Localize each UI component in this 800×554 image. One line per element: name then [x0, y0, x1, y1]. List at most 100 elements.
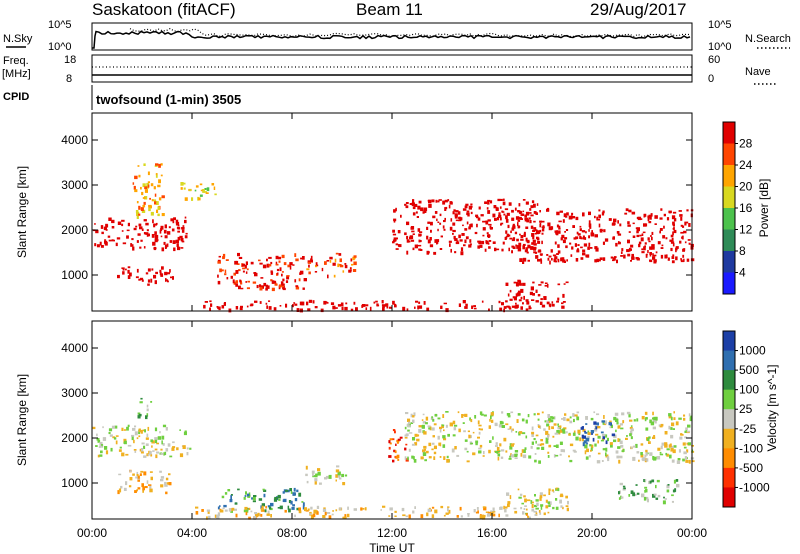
data-pixel	[198, 197, 201, 201]
data-pixel	[588, 242, 591, 247]
data-pixel	[670, 448, 674, 452]
data-pixel	[626, 249, 630, 253]
data-pixel	[140, 207, 144, 211]
xtick-label: 12:00	[377, 526, 407, 540]
data-pixel	[605, 452, 607, 457]
data-pixel	[498, 300, 501, 304]
data-pixel	[151, 445, 153, 448]
data-pixel	[389, 438, 393, 441]
data-pixel	[454, 238, 458, 242]
data-pixel	[534, 233, 537, 235]
data-pixel	[382, 505, 386, 508]
data-pixel	[566, 259, 568, 262]
data-pixel	[266, 263, 270, 268]
data-pixel	[478, 240, 482, 245]
data-pixel	[136, 215, 139, 219]
data-pixel	[258, 259, 261, 262]
data-pixel	[350, 258, 353, 262]
data-pixel	[686, 209, 689, 212]
data-pixel	[448, 509, 451, 514]
data-pixel	[505, 450, 508, 453]
data-pixel	[619, 455, 623, 459]
data-pixel	[126, 235, 129, 239]
data-pixel	[631, 211, 636, 215]
data-pixel	[493, 205, 497, 209]
data-pixel	[516, 419, 519, 423]
data-pixel	[576, 231, 579, 235]
data-pixel	[438, 199, 442, 201]
data-pixel	[540, 443, 545, 446]
data-pixel	[285, 303, 288, 308]
data-pixel	[408, 425, 411, 428]
data-pixel	[209, 300, 212, 303]
data-pixel	[293, 487, 296, 492]
data-pixel	[502, 198, 505, 201]
data-pixel	[181, 227, 185, 230]
data-pixel	[466, 212, 469, 216]
data-pixel	[153, 246, 156, 251]
data-pixel	[654, 215, 658, 219]
data-pixel	[640, 443, 644, 446]
data-pixel	[467, 430, 470, 433]
data-pixel	[502, 201, 506, 206]
data-pixel	[407, 429, 410, 432]
data-pixel	[338, 253, 342, 256]
data-pixel	[672, 243, 675, 247]
data-pixel	[510, 230, 512, 234]
data-pixel	[335, 479, 337, 482]
data-pixel	[148, 207, 151, 212]
data-pixel	[131, 244, 134, 247]
data-pixel	[177, 227, 181, 230]
data-pixel	[671, 459, 675, 463]
data-pixel	[344, 514, 347, 517]
data-pixel	[613, 218, 617, 223]
data-pixel	[206, 509, 211, 512]
data-pixel	[139, 226, 143, 230]
data-pixel	[419, 240, 422, 243]
data-pixel	[244, 264, 247, 269]
data-pixel	[445, 308, 449, 313]
data-pixel	[227, 489, 231, 492]
data-pixel	[553, 416, 556, 420]
freq-label: Freq.	[3, 55, 29, 67]
data-pixel	[575, 258, 579, 262]
data-pixel	[497, 450, 501, 452]
data-pixel	[556, 300, 559, 303]
data-pixel	[524, 505, 527, 507]
data-pixel	[246, 305, 249, 308]
data-pixel	[277, 494, 281, 499]
data-pixel	[537, 259, 541, 262]
data-pixel	[590, 430, 594, 434]
data-pixel	[105, 450, 109, 455]
data-pixel	[394, 510, 397, 513]
data-pixel	[632, 445, 636, 448]
data-pixel	[427, 221, 430, 224]
data-pixel	[425, 450, 429, 454]
data-pixel	[180, 182, 184, 186]
colorbar-tick-label: 4	[739, 266, 746, 280]
data-pixel	[508, 247, 510, 252]
power-frame	[91, 112, 693, 312]
data-pixel	[245, 271, 248, 274]
data-pixel	[203, 191, 207, 193]
data-pixel	[309, 513, 312, 515]
data-pixel	[245, 491, 247, 495]
data-pixel	[686, 258, 690, 262]
data-pixel	[671, 215, 676, 220]
data-pixel	[615, 450, 619, 454]
data-pixel	[288, 500, 292, 504]
data-pixel	[553, 423, 557, 426]
data-pixel	[669, 211, 671, 214]
data-pixel	[423, 207, 428, 212]
data-pixel	[568, 433, 571, 436]
data-pixel	[289, 265, 292, 270]
data-pixel	[663, 225, 665, 229]
data-pixel	[688, 459, 691, 464]
data-pixel	[664, 443, 668, 448]
data-pixel	[335, 252, 339, 255]
data-pixel	[531, 426, 534, 431]
data-pixel	[344, 306, 348, 311]
data-pixel	[420, 514, 424, 519]
data-pixel	[301, 301, 305, 306]
data-pixel	[455, 219, 460, 222]
